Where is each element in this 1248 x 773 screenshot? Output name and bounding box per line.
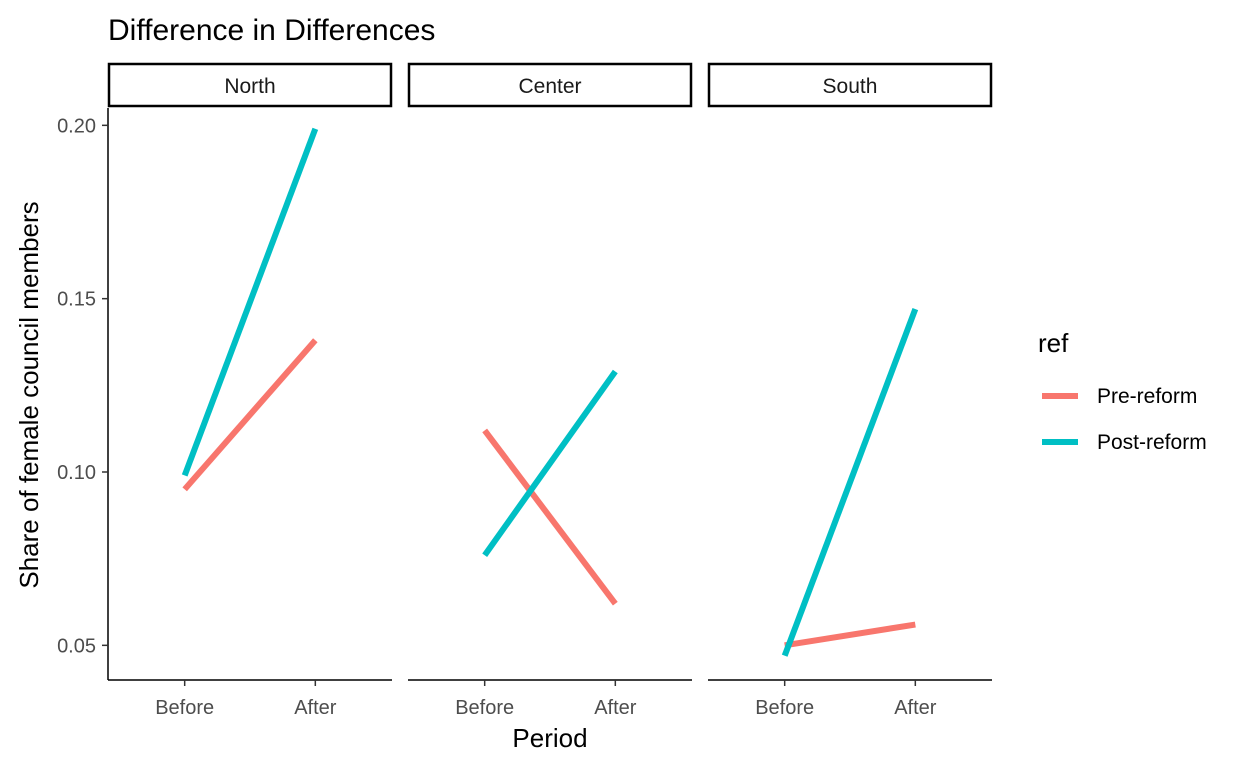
legend-items: Pre-reform Post-reform xyxy=(1042,385,1207,454)
legend: ref Pre-reform Post-reform xyxy=(1038,328,1207,454)
facet-strip xyxy=(407,62,693,108)
x-tick-label: After xyxy=(894,697,937,719)
series-line-post-reform-north xyxy=(181,127,319,477)
x-axis-title: Period xyxy=(512,723,587,753)
series-line-post-reform-center xyxy=(482,369,618,557)
x-tick-label: After xyxy=(594,697,637,719)
y-tick-label: 0.15 xyxy=(57,289,96,311)
x-tick-label: Before xyxy=(155,697,214,719)
y-tick-label: 0.20 xyxy=(57,115,96,137)
chart-title: Difference in Differences xyxy=(108,14,435,47)
series-line-pre-reform-south xyxy=(784,621,916,649)
facet-panel-north: North Before After 0.05 0.10 0.15 0.20 xyxy=(57,62,393,719)
x-tick-label: Before xyxy=(455,697,514,719)
facet-strip xyxy=(107,62,393,108)
facet-panel-center: Center Before After xyxy=(407,62,693,719)
legend-label: Post-reform xyxy=(1097,431,1207,454)
facet-strip xyxy=(707,62,993,108)
series-line-pre-reform-center xyxy=(482,428,618,606)
series-line-pre-reform-north xyxy=(182,338,318,492)
x-tick-label: After xyxy=(294,697,337,719)
y-tick-label: 0.05 xyxy=(57,635,96,657)
y-tick-label: 0.10 xyxy=(57,462,96,484)
facet-strip-label: North xyxy=(224,75,275,98)
legend-label: Pre-reform xyxy=(1097,385,1197,408)
legend-title: ref xyxy=(1038,328,1069,358)
facet-panels: North Before After 0.05 0.10 0.15 0.20 Center Be… xyxy=(57,62,993,719)
x-tick-label: Before xyxy=(755,697,814,719)
series-line-post-reform-south xyxy=(781,308,919,657)
y-axis-title: Share of female council members xyxy=(14,201,44,588)
facet-strip-label: South xyxy=(823,75,878,98)
facet-panel-south: South Before After xyxy=(707,62,993,719)
facet-strip-label: Center xyxy=(518,75,581,98)
